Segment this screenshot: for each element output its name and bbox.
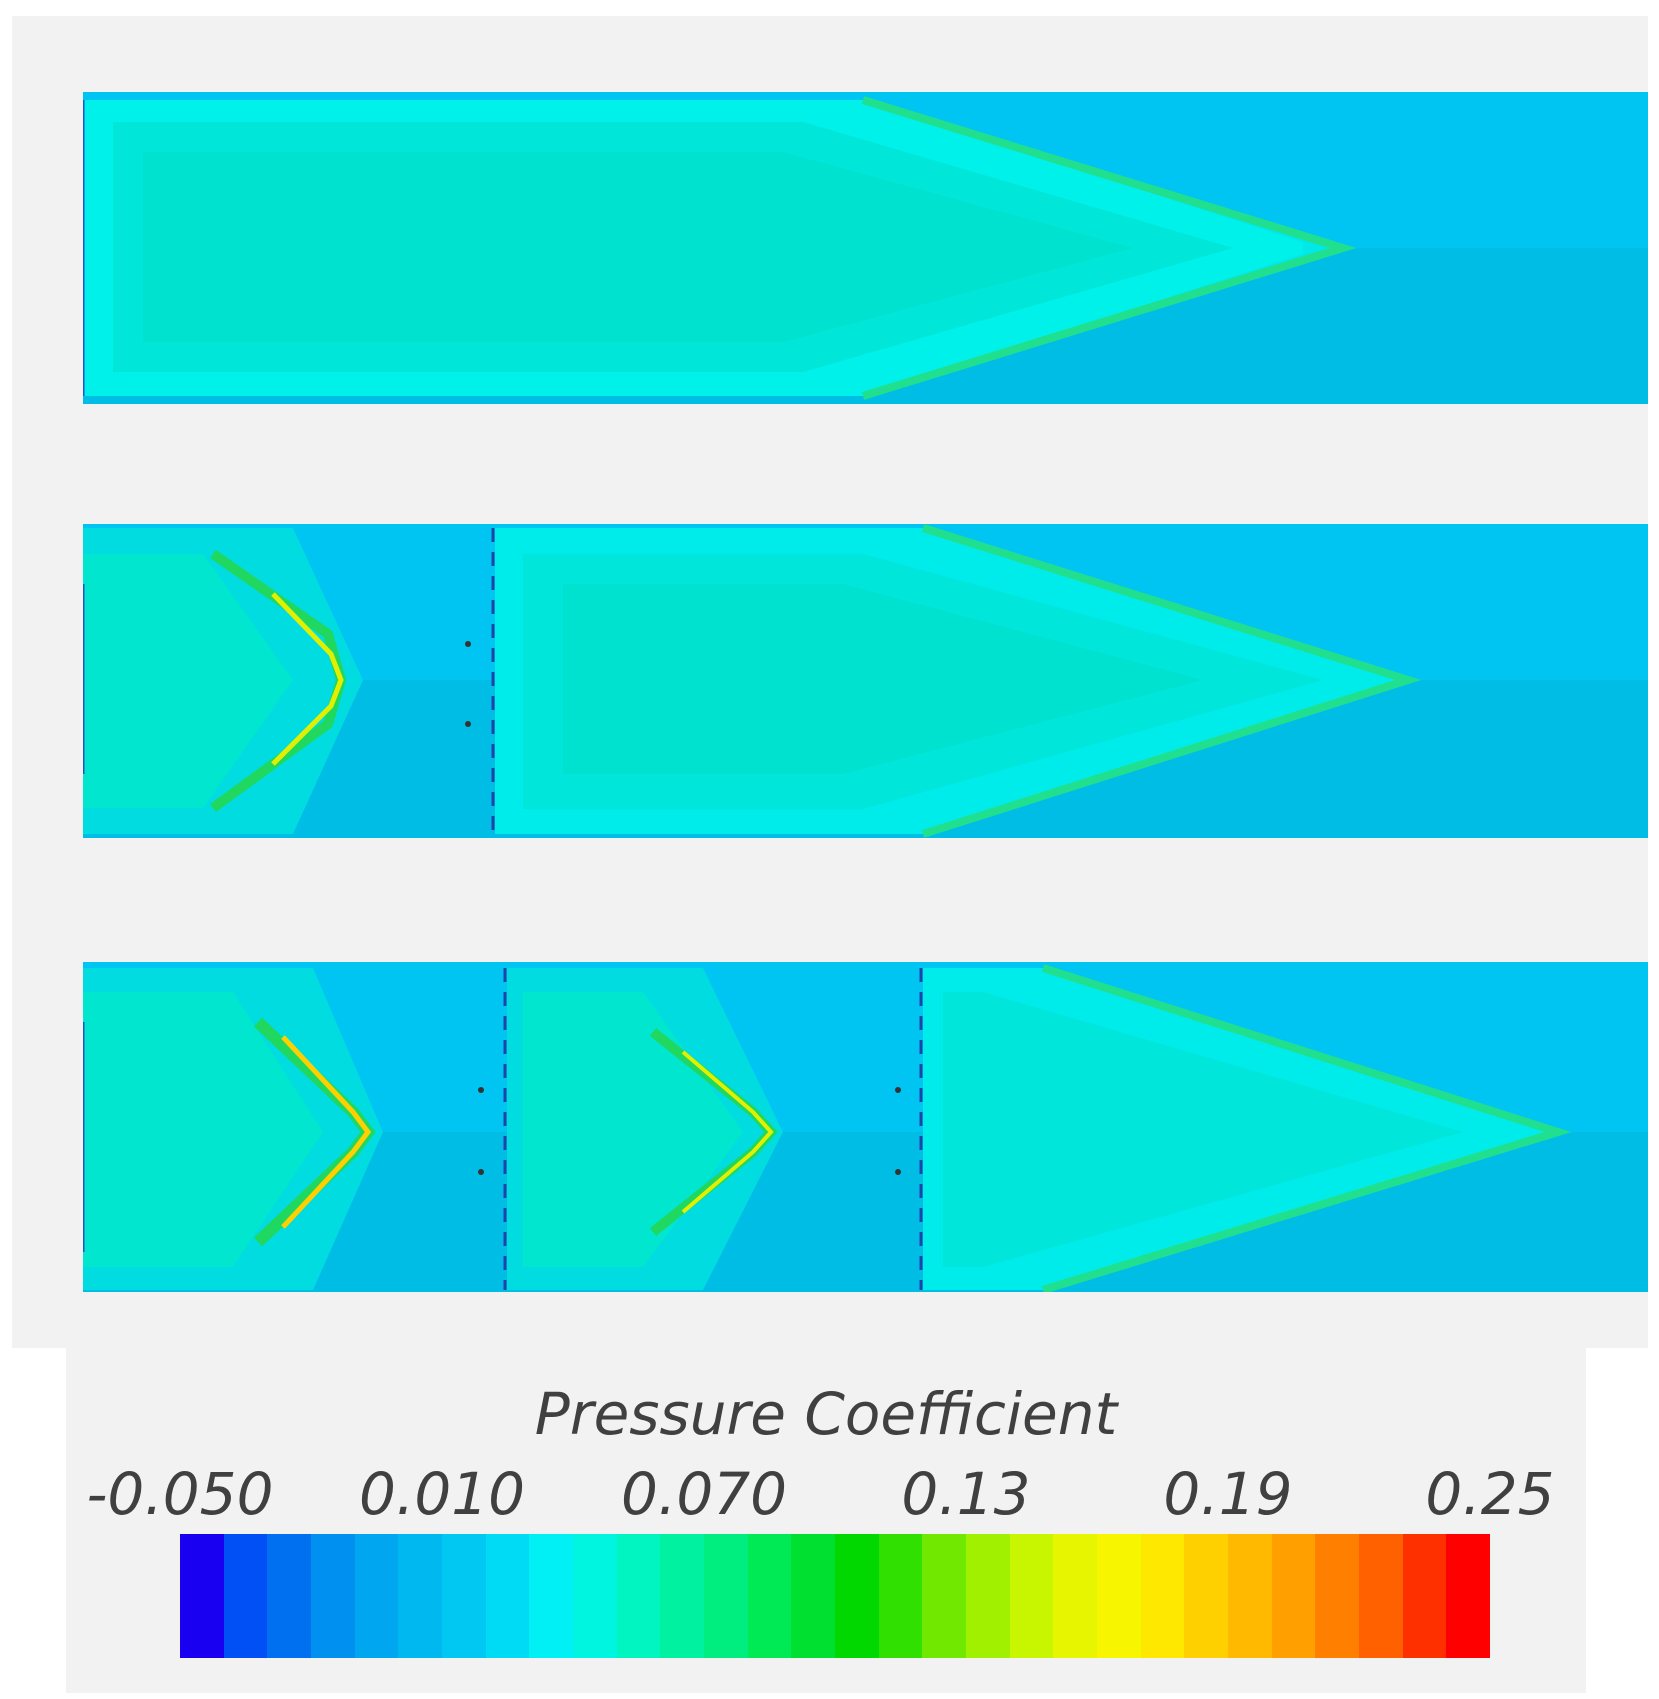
colorbar-swatch	[1184, 1534, 1229, 1658]
legend-tick-2: 0.010	[358, 1460, 526, 1528]
colorbar-swatch	[835, 1534, 879, 1658]
colorbar-swatch	[311, 1534, 355, 1658]
colorbar-swatch	[1402, 1534, 1447, 1658]
colorbar-swatch	[529, 1534, 574, 1658]
colorbar-swatch	[1315, 1534, 1360, 1658]
colorbar-swatch	[1359, 1534, 1403, 1658]
colorbar	[180, 1534, 1491, 1658]
contour-panel-2	[83, 524, 1648, 838]
colorbar-swatch	[1053, 1534, 1098, 1658]
colorbar-swatch	[354, 1534, 399, 1658]
colorbar-swatch	[1228, 1534, 1272, 1658]
colorbar-swatch	[1446, 1534, 1491, 1658]
colorbar-swatch	[660, 1534, 705, 1658]
legend-tick-6: 0.25	[1425, 1460, 1555, 1528]
colorbar-swatch	[791, 1534, 836, 1658]
legend-tick-1: -0.050	[86, 1460, 274, 1528]
colorbar-swatch	[704, 1534, 748, 1658]
contour-panel-3	[83, 962, 1648, 1292]
colorbar-swatch	[922, 1534, 967, 1658]
colorbar-swatch	[1271, 1534, 1316, 1658]
legend: Pressure Coefficient -0.050 0.010 0.070 …	[66, 1348, 1586, 1693]
colorbar-swatch	[267, 1534, 312, 1658]
colorbar-swatch	[1009, 1534, 1054, 1658]
colorbar-swatch	[747, 1534, 792, 1658]
colorbar-swatch	[616, 1534, 661, 1658]
colorbar-swatch	[442, 1534, 486, 1658]
colorbar-swatch	[573, 1534, 617, 1658]
contour-panel-1	[83, 92, 1648, 404]
colorbar-swatch	[180, 1534, 224, 1658]
legend-title: Pressure Coefficient	[534, 1380, 1118, 1448]
colorbar-swatch	[398, 1534, 443, 1658]
legend-tick-5: 0.19	[1163, 1460, 1293, 1528]
colorbar-swatch	[485, 1534, 530, 1658]
legend-tick-4: 0.13	[901, 1460, 1031, 1528]
colorbar-swatch	[223, 1534, 268, 1658]
colorbar-swatch	[878, 1534, 923, 1658]
colorbar-swatch	[966, 1534, 1010, 1658]
colorbar-swatch	[1140, 1534, 1185, 1658]
colorbar-swatch	[1097, 1534, 1141, 1658]
legend-tick-3: 0.070	[620, 1460, 788, 1528]
